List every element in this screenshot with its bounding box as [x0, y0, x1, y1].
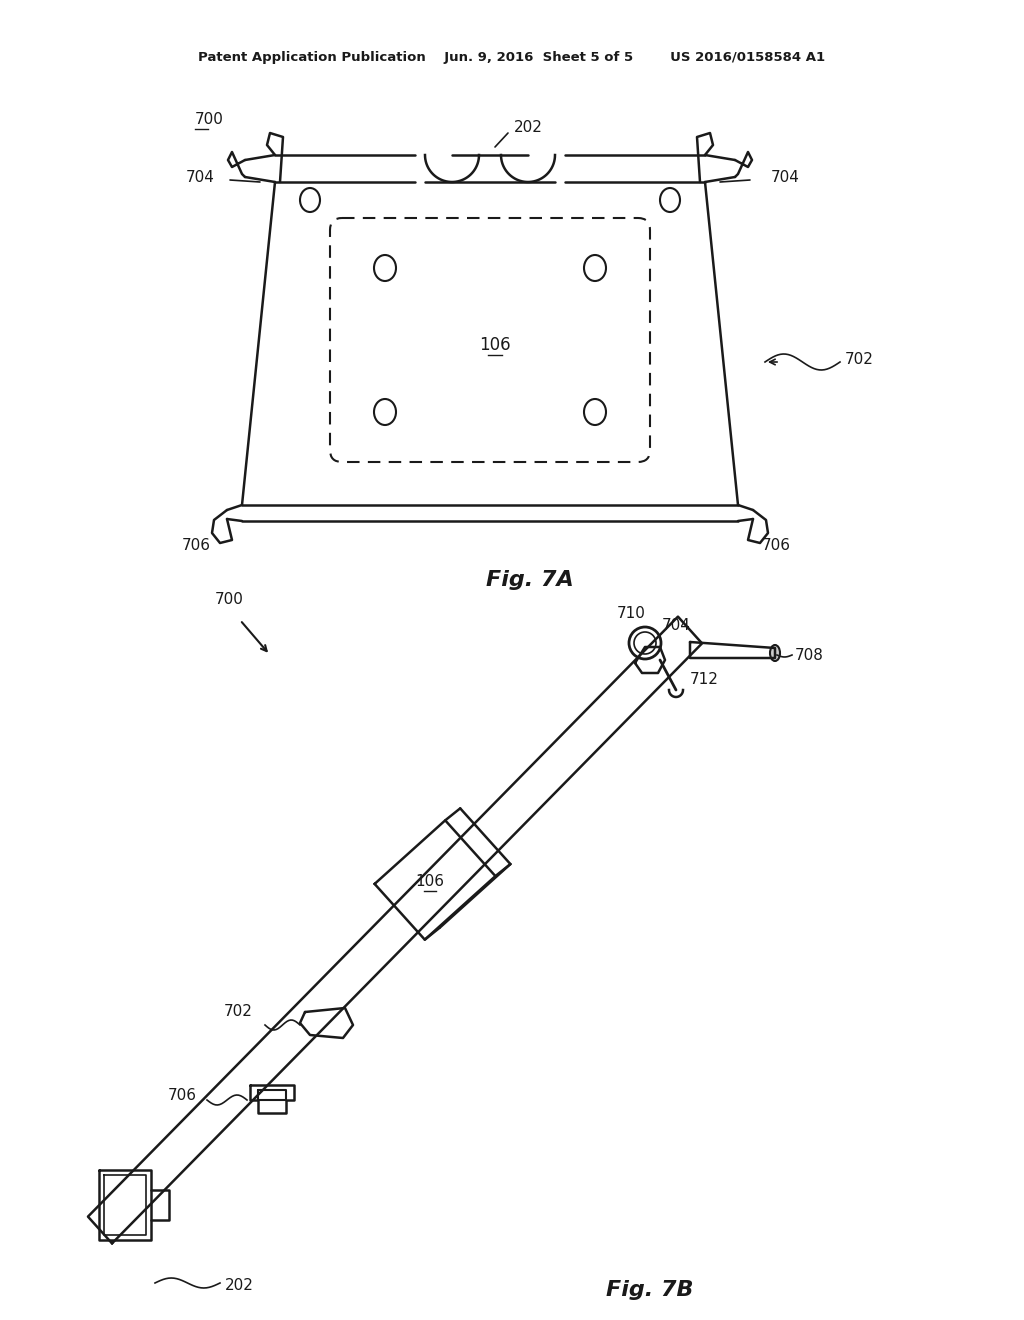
Text: 106: 106 — [479, 337, 511, 354]
Text: 702: 702 — [224, 1005, 253, 1019]
Text: 708: 708 — [795, 648, 824, 663]
Text: 706: 706 — [168, 1088, 197, 1102]
Text: Fig. 7A: Fig. 7A — [486, 570, 573, 590]
Ellipse shape — [770, 645, 780, 661]
Text: 700: 700 — [195, 112, 224, 128]
Text: 704: 704 — [662, 618, 691, 632]
Text: Patent Application Publication    Jun. 9, 2016  Sheet 5 of 5        US 2016/0158: Patent Application Publication Jun. 9, 2… — [199, 51, 825, 65]
Text: 712: 712 — [690, 672, 719, 688]
Text: 702: 702 — [845, 352, 873, 367]
Text: 706: 706 — [182, 537, 211, 553]
Text: 704: 704 — [185, 169, 214, 185]
Text: Fig. 7B: Fig. 7B — [606, 1280, 693, 1300]
Text: 710: 710 — [617, 606, 646, 620]
Text: 202: 202 — [514, 120, 543, 135]
Text: 706: 706 — [762, 537, 791, 553]
Text: 700: 700 — [215, 593, 244, 607]
Text: 704: 704 — [771, 169, 800, 185]
Text: 202: 202 — [225, 1278, 254, 1292]
Text: 106: 106 — [416, 874, 444, 890]
